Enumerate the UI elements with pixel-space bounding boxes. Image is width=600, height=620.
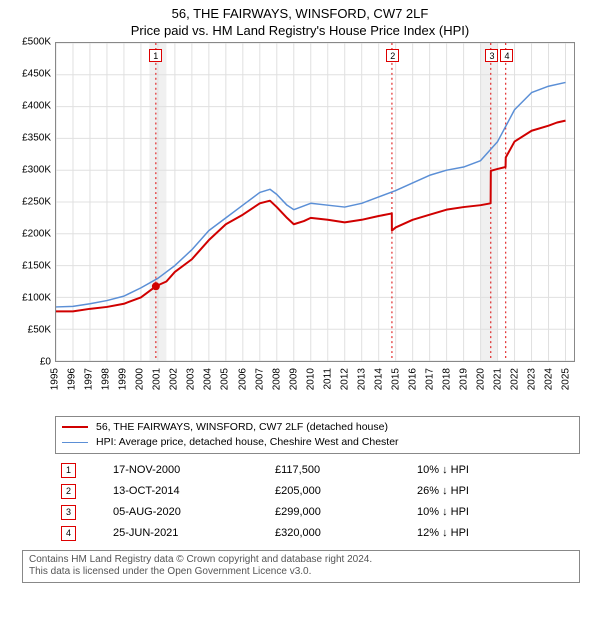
transaction-row: 4 25-JUN-2021£320,00012% ↓ HPI (55, 523, 580, 544)
chart-legend: 56, THE FAIRWAYS, WINSFORD, CW7 2LF (det… (55, 416, 580, 454)
legend-label: 56, THE FAIRWAYS, WINSFORD, CW7 2LF (det… (96, 421, 388, 433)
x-tick-label: 2020 (476, 368, 487, 390)
y-tick-label: £450K (22, 68, 51, 79)
x-tick-label: 1999 (118, 368, 129, 390)
chart-marker-1: 1 (149, 49, 162, 62)
transaction-marker: 4 (61, 526, 76, 541)
transaction-price: £299,000 (269, 502, 411, 523)
x-tick-label: 2008 (271, 368, 282, 390)
chart-marker-4: 4 (500, 49, 513, 62)
y-tick-label: £350K (22, 132, 51, 143)
y-tick-label: £300K (22, 164, 51, 175)
x-tick-label: 2023 (527, 368, 538, 390)
transactions-table: 1 17-NOV-2000£117,50010% ↓ HPI 2 13-OCT-201… (55, 460, 580, 544)
x-tick-label: 2012 (339, 368, 350, 390)
x-tick-label: 2016 (408, 368, 419, 390)
x-tick-label: 2022 (510, 368, 521, 390)
transaction-delta: 10% ↓ HPI (411, 460, 580, 481)
page-subtitle: Price paid vs. HM Land Registry's House … (10, 23, 590, 38)
transaction-marker: 1 (61, 463, 76, 478)
transaction-date: 05-AUG-2020 (107, 502, 269, 523)
y-tick-label: £0 (40, 356, 51, 367)
x-tick-label: 2014 (373, 368, 384, 390)
x-tick-label: 2000 (135, 368, 146, 390)
legend-swatch (62, 426, 88, 428)
chart-marker-3: 3 (485, 49, 498, 62)
x-tick-label: 1995 (50, 368, 61, 390)
y-tick-label: £250K (22, 196, 51, 207)
transaction-row: 1 17-NOV-2000£117,50010% ↓ HPI (55, 460, 580, 481)
footer-attribution: Contains HM Land Registry data © Crown c… (22, 550, 580, 583)
transaction-price: £320,000 (269, 523, 411, 544)
x-tick-label: 2006 (237, 368, 248, 390)
chart-marker-2: 2 (386, 49, 399, 62)
transaction-date: 25-JUN-2021 (107, 523, 269, 544)
x-tick-label: 2007 (254, 368, 265, 390)
x-tick-label: 2024 (544, 368, 555, 390)
x-tick-label: 2017 (425, 368, 436, 390)
transaction-price: £205,000 (269, 481, 411, 502)
legend-row: HPI: Average price, detached house, Ches… (62, 435, 573, 450)
x-axis-labels: 1995199619971998199920002001200220032004… (55, 364, 575, 412)
transaction-row: 2 13-OCT-2014£205,00026% ↓ HPI (55, 481, 580, 502)
x-tick-label: 2019 (459, 368, 470, 390)
footer-line-2: This data is licensed under the Open Gov… (29, 566, 573, 579)
transaction-price: £117,500 (269, 460, 411, 481)
transaction-marker: 3 (61, 505, 76, 520)
x-tick-label: 1997 (84, 368, 95, 390)
x-tick-label: 2010 (305, 368, 316, 390)
x-tick-label: 1996 (67, 368, 78, 390)
x-tick-label: 2009 (288, 368, 299, 390)
x-tick-label: 2003 (186, 368, 197, 390)
x-tick-label: 1998 (101, 368, 112, 390)
y-tick-label: £200K (22, 228, 51, 239)
x-tick-label: 2002 (169, 368, 180, 390)
transaction-marker: 2 (61, 484, 76, 499)
x-tick-label: 2013 (356, 368, 367, 390)
y-tick-label: £150K (22, 260, 51, 271)
y-tick-label: £50K (28, 324, 51, 335)
x-tick-label: 2018 (442, 368, 453, 390)
y-tick-label: £400K (22, 100, 51, 111)
x-tick-label: 2015 (390, 368, 401, 390)
y-tick-label: £100K (22, 292, 51, 303)
y-tick-label: £500K (22, 36, 51, 47)
x-tick-label: 2025 (561, 368, 572, 390)
transaction-delta: 12% ↓ HPI (411, 523, 580, 544)
page-title: 56, THE FAIRWAYS, WINSFORD, CW7 2LF (10, 6, 590, 23)
transaction-date: 13-OCT-2014 (107, 481, 269, 502)
x-tick-label: 2021 (493, 368, 504, 390)
chart-plot: 1 2 34 (55, 42, 575, 362)
transaction-delta: 26% ↓ HPI (411, 481, 580, 502)
footer-line-1: Contains HM Land Registry data © Crown c… (29, 554, 573, 567)
transaction-date: 17-NOV-2000 (107, 460, 269, 481)
chart-area: £0 £50K £100K £150K £200K £250K £300K £350K £400… (10, 42, 590, 412)
y-axis-labels: £0£50K£100K£150K£200K£250K£300K£350K£400… (10, 42, 55, 362)
x-tick-label: 2004 (203, 368, 214, 390)
transaction-row: 3 05-AUG-2020£299,00010% ↓ HPI (55, 502, 580, 523)
x-tick-label: 2001 (152, 368, 163, 390)
legend-label: HPI: Average price, detached house, Ches… (96, 436, 399, 448)
x-tick-label: 2011 (322, 368, 333, 390)
transaction-delta: 10% ↓ HPI (411, 502, 580, 523)
legend-row: 56, THE FAIRWAYS, WINSFORD, CW7 2LF (det… (62, 420, 573, 435)
legend-swatch (62, 442, 88, 443)
x-tick-label: 2005 (220, 368, 231, 390)
